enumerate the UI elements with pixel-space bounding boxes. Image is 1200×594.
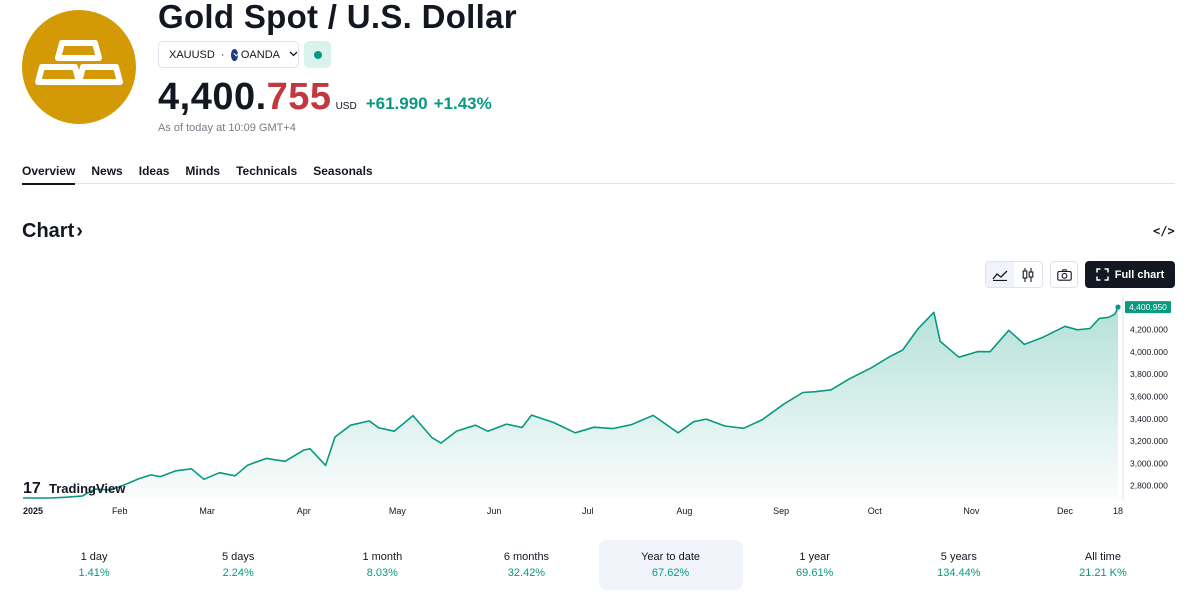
symbol-selector[interactable]: XAUUSD · OANDA [158, 41, 299, 68]
price-change: +61.990 [365, 94, 428, 113]
price-currency: USD [335, 101, 357, 112]
watermark-text: TradingView [49, 481, 126, 496]
tab-minds[interactable]: Minds [185, 164, 221, 178]
x-tick-label: Aug [676, 506, 692, 516]
x-tick-label: Oct [868, 506, 883, 516]
period-label: 6 months [503, 551, 550, 563]
symbol-exchange: OANDA [240, 48, 280, 61]
price-display: 4,400. 755 USD +61.990 +1.43% [158, 76, 492, 119]
chart-type-toggle [985, 261, 1043, 288]
section-tabs: Overview News Ideas Minds Technicals Sea… [22, 164, 1175, 185]
period-label: All time [1084, 551, 1121, 563]
price-area-fill [23, 307, 1118, 498]
x-tick-label: 2025 [23, 506, 43, 516]
last-price-label: 4,400.950 [1129, 302, 1167, 312]
period-value: 69.61% [796, 567, 834, 579]
period-label: 1 year [799, 551, 830, 563]
x-tick-label: Dec [1057, 506, 1074, 516]
price-chart[interactable]: 2025 Feb Mar Apr May Jun Jul Aug Sep Oct Nov Dec 18 … [0, 295, 1200, 525]
full-chart-button[interactable]: Full chart [1085, 261, 1175, 288]
price-series-line [23, 306, 1119, 499]
period-value: 32.42% [507, 567, 546, 579]
last-price-point [1115, 304, 1121, 310]
embed-code-icon[interactable]: </> [1153, 224, 1175, 238]
x-tick-label: Sep [773, 506, 789, 516]
symbol-separator: · [220, 48, 225, 61]
tab-news[interactable]: News [91, 164, 123, 178]
period-label: 1 month [362, 551, 403, 563]
tab-seasonals[interactable]: Seasonals [313, 164, 373, 178]
y-tick-label: 4,000.000 [1130, 347, 1168, 357]
y-tick-label: 4,200.000 [1130, 325, 1168, 335]
x-tick-label: Apr [297, 506, 311, 516]
period-year-to-date[interactable]: Year to date 67.62% [598, 540, 743, 590]
period-value: 2.24% [222, 567, 254, 579]
y-tick-label: 3,800.000 [1130, 369, 1168, 379]
x-tick-label: May [389, 506, 407, 516]
period-label: Year to date [641, 551, 701, 563]
x-tick-label: Nov [963, 506, 980, 516]
tradingview-watermark: 17 TradingView [23, 480, 126, 497]
period-value: 134.44% [937, 567, 981, 579]
camera-icon [1056, 268, 1072, 281]
y-tick-label: 3,000.000 [1130, 458, 1168, 468]
area-chart-button[interactable] [986, 262, 1014, 287]
period-label: 1 day [80, 551, 108, 563]
last-price-tag [1125, 301, 1171, 314]
x-tick-label: Jun [487, 506, 502, 516]
page-title: Gold Spot / U.S. Dollar [158, 0, 517, 35]
chart-heading-link[interactable]: Chart › [22, 220, 83, 243]
x-tick-label: Jul [582, 506, 594, 516]
tab-overview[interactable]: Overview [22, 164, 76, 185]
x-tick-label: Feb [112, 506, 128, 516]
period-6-months[interactable]: 6 months 32.42% [454, 540, 598, 590]
chart-heading-label: Chart [22, 220, 75, 242]
period-value: 21.21 K% [1079, 567, 1127, 579]
period-value: 67.62% [651, 567, 690, 579]
y-tick-label: 3,600.000 [1130, 392, 1168, 402]
y-tick-label: 3,200.000 [1130, 436, 1168, 446]
symbol-ticker: XAUUSD [169, 48, 215, 61]
period-value: 1.41% [78, 567, 110, 579]
period-label: 5 years [940, 551, 977, 563]
period-all-time[interactable]: All time 21.21 K% [1031, 540, 1175, 590]
period-1-month[interactable]: 1 month 8.03% [310, 540, 454, 590]
tab-ideas[interactable]: Ideas [138, 164, 170, 178]
price-timestamp: As of today at 10:09 GMT+4 [158, 122, 296, 134]
period-1-day[interactable]: 1 day 1.41% [22, 540, 166, 590]
area-chart-icon [992, 270, 1008, 281]
x-tick-label: Mar [199, 506, 215, 516]
full-chart-label: Full chart [1114, 268, 1165, 281]
snapshot-button[interactable] [1050, 261, 1078, 288]
chevron-right-icon: › [76, 220, 83, 242]
market-open-icon [313, 50, 322, 59]
candles-icon [1022, 267, 1034, 282]
y-tick-label: 3,400.000 [1130, 414, 1168, 424]
chevron-down-icon [289, 49, 298, 60]
price-decimals: 755 [266, 76, 332, 118]
candles-chart-button[interactable] [1014, 262, 1042, 287]
x-tick-label: 18 [1113, 506, 1123, 516]
verified-badge-icon [230, 48, 238, 61]
y-tick-label: 2,800.000 [1130, 481, 1168, 491]
period-label: 5 days [221, 551, 255, 563]
performance-periods: 1 day 1.41% 5 days 2.24% 1 month 8.03% 6… [22, 540, 1175, 590]
period-value: 8.03% [366, 567, 398, 579]
period-5-days[interactable]: 5 days 2.24% [166, 540, 310, 590]
period-5-years[interactable]: 5 years 134.44% [887, 540, 1031, 590]
market-status-button[interactable] [304, 41, 331, 68]
gold-logo-icon [22, 10, 136, 124]
period-1-year[interactable]: 1 year 69.61% [743, 540, 887, 590]
price-change-percent: +1.43% [433, 94, 492, 113]
price-integer: 4,400. [158, 76, 267, 118]
fullscreen-icon [1095, 268, 1109, 281]
tab-technicals[interactable]: Technicals [236, 164, 298, 178]
svg-text:17: 17 [23, 480, 41, 497]
